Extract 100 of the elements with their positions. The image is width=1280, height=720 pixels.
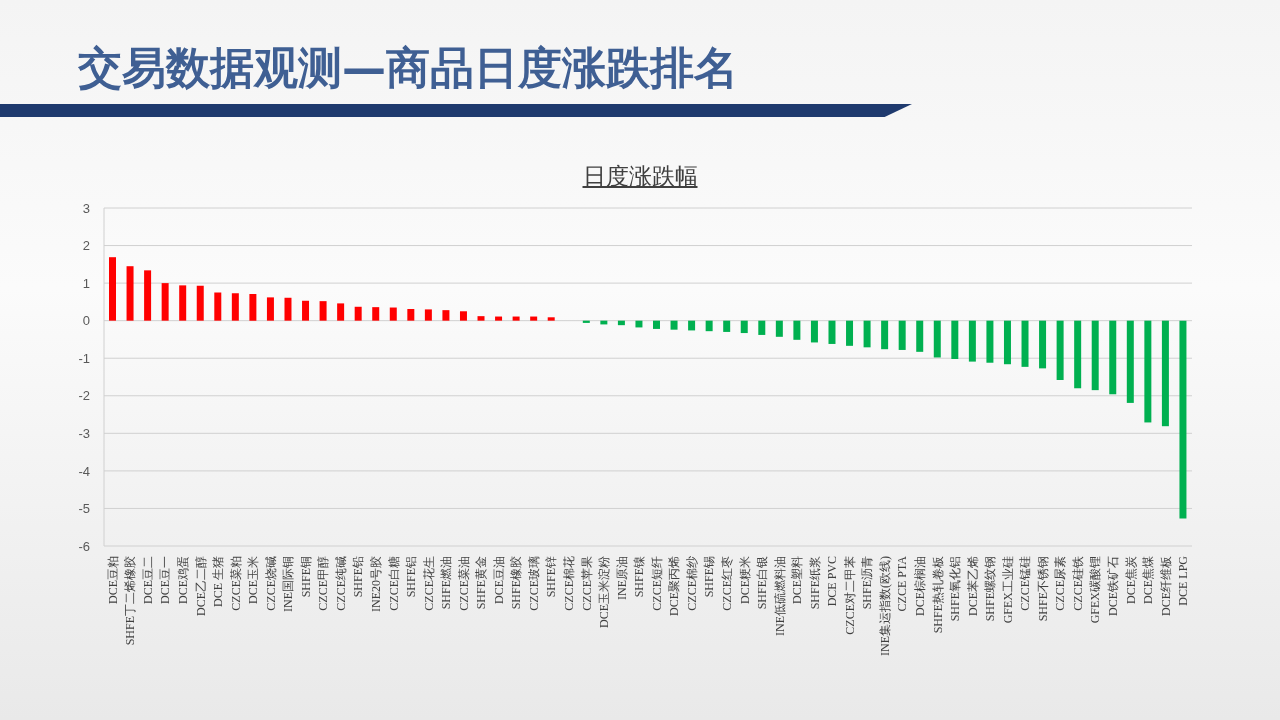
bar bbox=[372, 307, 380, 321]
bar bbox=[705, 320, 713, 332]
bar bbox=[1003, 320, 1011, 365]
bar bbox=[547, 317, 555, 321]
x-tick-label: SHFE锌 bbox=[544, 556, 559, 598]
bar bbox=[337, 303, 345, 321]
y-tick-label: -1 bbox=[78, 350, 90, 366]
bar bbox=[284, 297, 292, 321]
x-tick-label: CZCE PTA bbox=[895, 555, 910, 612]
x-tick-label: CZCE棉花 bbox=[562, 556, 577, 611]
x-tick-label: CZCE纯碱 bbox=[333, 556, 348, 611]
bar bbox=[530, 316, 538, 321]
bar bbox=[196, 285, 204, 321]
chart-title: 交易数据观测—商品日度涨跌排名 bbox=[78, 41, 738, 95]
x-tick-label: CZCE花生 bbox=[421, 556, 436, 611]
x-tick-label: CZCE短纤 bbox=[649, 556, 664, 611]
x-tick-label: SHFE热轧卷板 bbox=[930, 556, 945, 634]
x-tick-label: SHFE铜 bbox=[298, 556, 313, 598]
x-tick-label: DCE乙二醇 bbox=[193, 556, 208, 616]
bar bbox=[1056, 320, 1064, 380]
x-tick-label: SHFE丁二烯橡胶 bbox=[123, 556, 138, 646]
x-tick-label: CZCE红枣 bbox=[719, 556, 734, 611]
bar bbox=[109, 257, 116, 321]
x-tick-label: INE20号胶 bbox=[369, 556, 383, 612]
x-tick-label: CZCE对二甲苯 bbox=[842, 556, 857, 635]
bar bbox=[495, 316, 503, 321]
x-tick-label: CZCE甲醇 bbox=[316, 556, 331, 611]
x-tick-label: CZCE硅铁 bbox=[1070, 556, 1085, 611]
x-tick-label: SHFE铅 bbox=[351, 556, 366, 598]
x-tick-label: CZCE菜粕 bbox=[228, 556, 243, 611]
x-tick-label: CZCE苹果 bbox=[579, 556, 594, 611]
x-tick-label: SHFE不锈钢 bbox=[1035, 556, 1050, 622]
bar bbox=[459, 311, 467, 321]
x-tick-label: CZCE菜油 bbox=[456, 556, 471, 611]
bar bbox=[1126, 320, 1134, 403]
bar bbox=[1039, 320, 1047, 369]
x-tick-label: CZCE白糖 bbox=[386, 556, 401, 611]
x-tick-label: INE低硫燃料油 bbox=[772, 556, 787, 636]
x-tick-label: CZCE棉纱 bbox=[684, 556, 699, 611]
x-tick-label: DCE焦炭 bbox=[1123, 556, 1138, 604]
x-tick-label: DCE LPG bbox=[1176, 555, 1191, 606]
x-tick-label: DCE豆油 bbox=[491, 556, 506, 604]
y-tick-label: -6 bbox=[78, 538, 90, 554]
x-tick-label: DCE苯乙烯 bbox=[965, 556, 980, 616]
bar bbox=[1091, 320, 1099, 391]
bar bbox=[758, 320, 766, 335]
bar bbox=[1144, 320, 1152, 423]
x-tick-label: SHFE黄金 bbox=[474, 556, 489, 610]
y-tick-label: -2 bbox=[78, 388, 90, 404]
x-tick-label: SHFE纸浆 bbox=[807, 556, 822, 610]
bar bbox=[1161, 320, 1169, 427]
x-tick-label: SHFE铝 bbox=[404, 556, 419, 598]
y-tick-label: 2 bbox=[82, 238, 90, 254]
bar bbox=[986, 320, 994, 363]
bar bbox=[249, 294, 257, 321]
bar bbox=[828, 320, 836, 344]
x-tick-label: DCE豆粕 bbox=[105, 556, 120, 604]
x-tick-label: DCE 生猪 bbox=[211, 556, 226, 607]
x-tick-label: SHFE白银 bbox=[755, 556, 770, 610]
bar bbox=[951, 320, 959, 359]
x-tick-label: DCE焦煤 bbox=[1141, 556, 1156, 604]
bar bbox=[231, 293, 239, 321]
bar bbox=[354, 306, 362, 321]
x-tick-label: DCE豆一 bbox=[158, 556, 173, 604]
bar bbox=[407, 309, 415, 321]
x-tick-label: DCE玉米 bbox=[246, 556, 261, 604]
bar bbox=[1021, 320, 1029, 367]
bar bbox=[144, 270, 152, 321]
bar bbox=[881, 320, 889, 350]
x-tick-label: DCE棕榈油 bbox=[913, 556, 927, 616]
bar bbox=[933, 320, 941, 358]
bar bbox=[863, 320, 871, 348]
x-tick-label: SHFE镍 bbox=[632, 556, 647, 598]
x-tick-label: SHFE锡 bbox=[702, 556, 717, 598]
x-tick-label: SHFE螺纹钢 bbox=[983, 556, 998, 622]
x-tick-label: INE集运指数(欧线) bbox=[877, 556, 892, 656]
x-tick-label: CZCE玻璃 bbox=[526, 556, 541, 611]
bar bbox=[775, 320, 783, 337]
y-tick-label: 0 bbox=[82, 313, 90, 329]
bar bbox=[670, 320, 678, 330]
x-tick-label: DCE塑料 bbox=[790, 556, 805, 604]
bar bbox=[916, 320, 924, 352]
bar bbox=[161, 283, 169, 321]
x-tick-label: INE国际铜 bbox=[281, 556, 296, 612]
bar bbox=[477, 316, 485, 321]
bar bbox=[442, 310, 450, 321]
bar bbox=[846, 320, 854, 346]
x-tick-label: CZCE尿素 bbox=[1053, 556, 1068, 611]
bar bbox=[723, 320, 731, 332]
x-tick-label: GFEX工业硅 bbox=[1000, 556, 1015, 624]
x-tick-label: GFEX碳酸锂 bbox=[1088, 556, 1103, 624]
bar bbox=[793, 320, 801, 340]
bar bbox=[214, 292, 222, 321]
y-tick-label: 1 bbox=[82, 275, 90, 291]
x-tick-label: SHFE橡胶 bbox=[509, 556, 524, 610]
bar bbox=[968, 320, 976, 362]
bar bbox=[688, 320, 696, 331]
bar bbox=[1109, 320, 1117, 395]
bar bbox=[898, 320, 906, 350]
bar bbox=[424, 309, 432, 321]
